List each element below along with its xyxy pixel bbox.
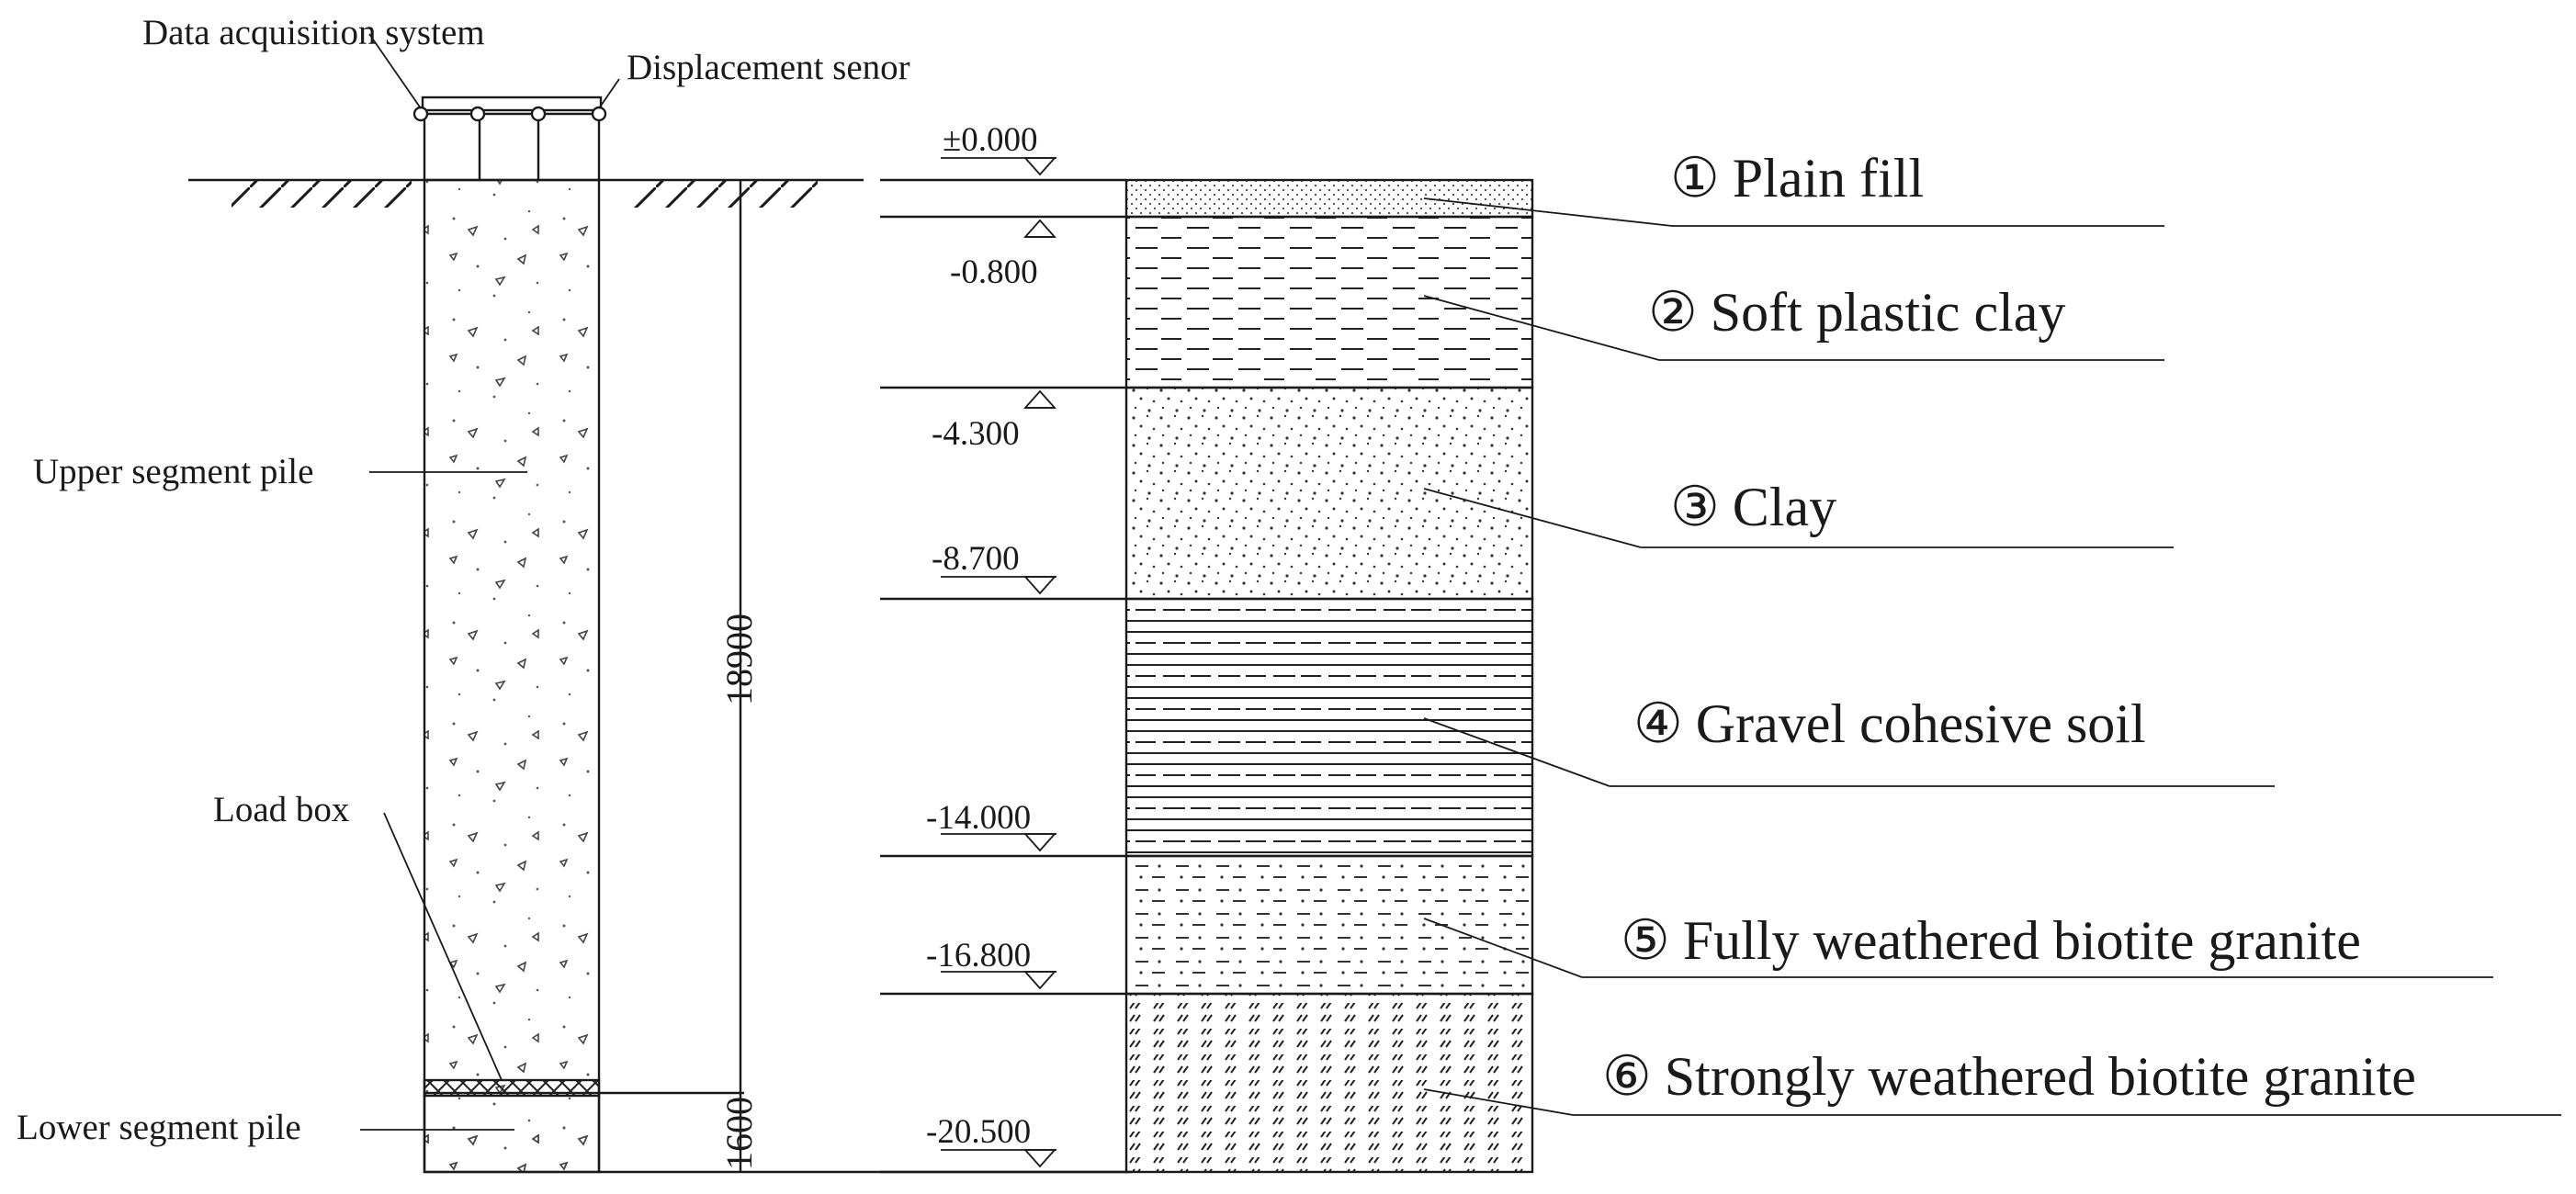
layer-name: Plain fill <box>1733 148 1924 208</box>
layer-label-3: ③ Clay <box>1670 477 1836 537</box>
layer-number: ② <box>1648 282 1698 343</box>
elevation-mark: -14.000 <box>880 799 1126 858</box>
sensor-node-2 <box>469 106 486 122</box>
layer-number: ⑥ <box>1602 1046 1652 1107</box>
elevation-triangle-down <box>1022 971 1057 990</box>
pile-section <box>188 33 1132 1174</box>
upper-segment-pile <box>423 178 601 1174</box>
elevation-label: -16.800 <box>926 937 1031 974</box>
layer-label-2: ② Soft plastic clay <box>1648 282 2065 343</box>
elevation-triangle-up <box>1022 219 1057 238</box>
elevation-label: -8.700 <box>932 540 1020 578</box>
soil-layer: ⑤ Fully weathered biotite granite <box>1124 854 2493 996</box>
ground-hatch-right <box>634 180 818 208</box>
elevation-mark: -16.800 <box>880 937 1126 996</box>
elevation-label: -4.300 <box>932 415 1020 453</box>
elevation-label: ±0.000 <box>943 121 1038 159</box>
elevation-label: -0.800 <box>950 253 1038 291</box>
elevation-mark: -20.500 <box>880 1113 1126 1174</box>
elevation-mark: -8.700 <box>880 540 1126 601</box>
soil-layers: ① Plain fill ② Soft plastic clay ③ Clay ④ Grave… <box>1124 148 2561 1174</box>
dimension-lower-label: 1600 <box>718 1097 760 1170</box>
layer-name: Gravel cohesive soil <box>1696 693 2146 754</box>
layer-hatch-2 <box>1124 215 1534 389</box>
soil-layer: ④ Gravel cohesive soil <box>1124 597 2275 858</box>
load-box-label: Load box <box>213 790 350 829</box>
layer-name: Strongly weathered biotite granite <box>1665 1046 2416 1107</box>
layer-number: ④ <box>1633 693 1683 754</box>
layer-hatch-5 <box>1124 854 1534 996</box>
leader-load-box <box>383 812 503 1081</box>
elevation-mark: -0.800 <box>880 215 1126 291</box>
sensor-node-4 <box>591 106 607 122</box>
ground-hatch-left <box>232 180 412 208</box>
soil-layer: ③ Clay <box>1124 386 2174 601</box>
elevation-mark: ±0.000 <box>880 121 1126 182</box>
layer-label-6: ⑥ Strongly weathered biotite granite <box>1602 1046 2416 1107</box>
layer-hatch-6 <box>1124 992 1534 1174</box>
layer-number: ⑤ <box>1621 910 1670 971</box>
layer-leader-4 <box>1423 717 1610 787</box>
displacement-sensor-label: Displacement senor <box>627 48 910 87</box>
lower-segment-label: Lower segment pile <box>17 1108 301 1147</box>
sensor-node-1 <box>412 106 429 122</box>
layer-label-4: ④ Gravel cohesive soil <box>1633 693 2146 754</box>
layer-number: ① <box>1670 148 1720 208</box>
elevation-triangle-up <box>1022 389 1057 409</box>
load-box <box>423 1078 601 1098</box>
sensor-node-3 <box>530 106 547 122</box>
layer-leader-2 <box>1423 295 1660 361</box>
layer-name: Soft plastic clay <box>1711 282 2066 343</box>
elevation-triangle-down <box>1022 1149 1057 1168</box>
layer-hatch-3 <box>1124 386 1534 601</box>
leader-data-acquisition <box>368 33 422 109</box>
layer-name: Fully weathered biotite granite <box>1683 910 2361 971</box>
soil-layer: ① Plain fill <box>1124 148 2164 227</box>
elevation-triangle-down <box>1022 576 1057 595</box>
elevation-label: -20.500 <box>926 1113 1031 1151</box>
elevation-triangle-down <box>1022 157 1057 176</box>
reference-beam <box>421 96 603 112</box>
lower-segment-pile <box>423 1091 601 1174</box>
layer-leader-1 <box>1423 197 1673 227</box>
layer-leader-3 <box>1423 488 1642 548</box>
upper-segment-label: Upper segment pile <box>33 452 313 491</box>
elevation-mark: -4.300 <box>880 386 1126 453</box>
elevation-triangle-down <box>1022 833 1057 852</box>
leader-displacement-sensor <box>598 78 620 109</box>
layer-leader-6 <box>1423 1088 1574 1116</box>
layer-leader-5 <box>1423 918 1583 978</box>
elevation-marks: ±0.000 -0.800 -4.300 -8.700 -14.000 -16.800 -2… <box>880 121 1126 1174</box>
layer-hatch-1 <box>1124 178 1534 219</box>
elevation-label: -14.000 <box>926 799 1031 837</box>
soil-layer: ② Soft plastic clay <box>1124 215 2164 389</box>
dimension-upper-label: 18900 <box>718 614 760 705</box>
layer-label-1: ① Plain fill <box>1670 148 1924 208</box>
data-acquisition-label: Data acquisition system <box>142 13 485 52</box>
layer-hatch-4 <box>1124 597 1534 858</box>
layer-number: ③ <box>1670 477 1720 537</box>
layer-name: Clay <box>1733 477 1836 537</box>
soil-layer: ⑥ Strongly weathered biotite granite <box>1124 992 2561 1174</box>
layer-label-5: ⑤ Fully weathered biotite granite <box>1621 910 2361 971</box>
